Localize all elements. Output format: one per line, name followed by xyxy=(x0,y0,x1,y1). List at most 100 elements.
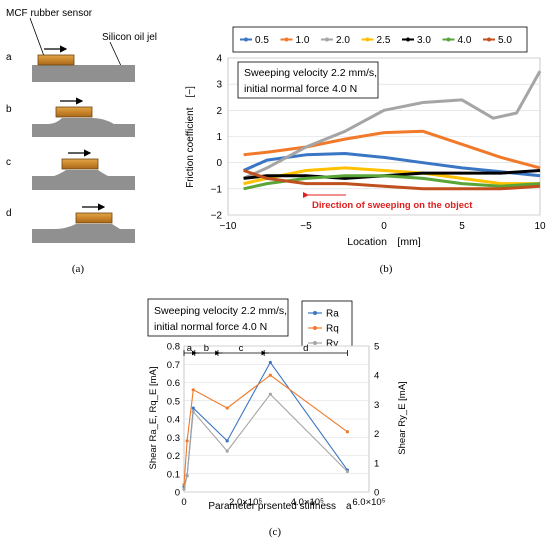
chart-b-ytick-label: 4 xyxy=(216,54,222,65)
chart-c-series-line xyxy=(183,374,348,485)
chart-c-data-point xyxy=(225,406,229,410)
chart-c-region-label: b xyxy=(204,343,209,354)
chart-b-legend-label: 2.5 xyxy=(377,35,391,46)
chart-b-legend-marker xyxy=(365,37,370,42)
chart-b-info-line2: initial normal force 4.0 N xyxy=(244,83,357,95)
chart-b-series-group xyxy=(242,70,542,191)
chart-b-xtick-label: −5 xyxy=(300,221,312,232)
chart-c-ylabel-left: Shear Ra_E, Rq_E [mA] xyxy=(148,367,159,470)
step-b-letter: b xyxy=(6,104,12,115)
step-c-object xyxy=(32,170,135,190)
chart-c-series-line xyxy=(183,393,348,490)
chart-c-ytick-right-label: 0 xyxy=(374,488,379,499)
chart-c-data-point xyxy=(225,439,229,443)
chart-c-data-point xyxy=(191,410,195,414)
chart-c-ylabel-right: Shear Ry_E [mA] xyxy=(397,381,408,454)
chart-c-ytick-left-label: 0.7 xyxy=(167,360,180,371)
chart-b-legend-marker xyxy=(487,37,491,42)
chart-b-xtick-label: 5 xyxy=(459,221,465,232)
step-a-sensor xyxy=(37,54,75,66)
chart-c-xlabel: Parameter prsented stiffness a xyxy=(208,501,352,512)
chart-c-gridlines xyxy=(184,345,369,493)
chart-c-xtick-label: 2.0×10⁵ xyxy=(229,497,262,508)
chart-b-xtick-label: −10 xyxy=(220,221,237,232)
chart-c-region-label: c xyxy=(239,343,244,354)
chart-b-ytick-label: 0 xyxy=(216,158,222,169)
chart-b-legend-label: 4.0 xyxy=(458,35,472,46)
chart-b-arrow-label: Direction of sweeping on the object xyxy=(312,200,473,211)
chart-c-info-box xyxy=(147,298,289,337)
chart-c-data-point xyxy=(268,360,272,365)
chart-b-series-line xyxy=(243,129,541,170)
chart-c-data-point xyxy=(185,474,189,478)
panel-a-schematic: MCF rubber sensor Silicon oil jel a b c … xyxy=(6,8,157,275)
chart-b-legend-label: 3.0 xyxy=(417,35,431,46)
caption-c: (c) xyxy=(269,526,282,538)
chart-c-data-point xyxy=(191,406,195,410)
chart-c-legend-marker xyxy=(313,311,317,315)
chart-c-data-point xyxy=(345,469,350,474)
chart-c-legend-marker xyxy=(313,326,317,330)
chart-c-data-point xyxy=(191,388,195,392)
chart-c-ytick-left-label: 0.4 xyxy=(167,415,180,426)
chart-c-info-line2: initial normal force 4.0 N xyxy=(154,321,267,333)
chart-b-ytick-label: 2 xyxy=(216,106,222,117)
chart-c-ytick-right-label: 4 xyxy=(374,371,379,382)
sensor-label: MCF rubber sensor xyxy=(6,8,93,19)
chart-c-ytick-left-label: 0.1 xyxy=(167,469,180,480)
chart-b-info-box xyxy=(237,61,379,99)
chart-b-legend-marker xyxy=(406,37,410,42)
chart-b-legend-label: 5.0 xyxy=(498,35,512,46)
chart-b-series-line xyxy=(243,174,541,191)
panel-c-chart: Sweeping velocity 2.2 mm/s, initial norm… xyxy=(147,298,408,538)
chart-c-legend-items: Ra Rq Ry xyxy=(308,309,339,350)
chart-b-xtick-label: 0 xyxy=(381,221,387,232)
chart-c-legend-label: Ry xyxy=(326,339,338,350)
chart-c-ytick-left-label: 0.6 xyxy=(167,378,180,389)
chart-b-ytick-label: 3 xyxy=(216,80,222,91)
sensor-label-leader xyxy=(29,17,45,57)
caption-a: (a) xyxy=(72,263,85,275)
object-label: Silicon oil jel xyxy=(102,32,157,43)
chart-c-xtick-label: 4.0×10⁵ xyxy=(291,497,324,508)
step-a-letter: a xyxy=(6,52,12,63)
chart-b-legend-marker xyxy=(244,37,248,42)
chart-b-legend-label: 2.0 xyxy=(336,35,350,46)
chart-b-ylabel: Friction coefficient [−] xyxy=(185,86,196,188)
step-a-object xyxy=(32,65,135,82)
chart-c-xtick-label: 6.0×10⁵ xyxy=(352,497,385,508)
step-d-object xyxy=(32,224,135,243)
chart-b-legend-items: 0.5 1.0 2.0 2.5 3.0 4.0 5.0 xyxy=(240,35,512,46)
chart-c-region-label: a xyxy=(187,343,193,354)
chart-c-legend-label: Rq xyxy=(326,324,339,335)
chart-c-data-point xyxy=(268,392,272,396)
chart-b-series-line xyxy=(242,70,542,180)
step-d-letter: d xyxy=(6,208,12,219)
step-c-sensor xyxy=(61,158,99,170)
object-label-leader xyxy=(109,41,123,69)
chart-c-ytick-right-label: 3 xyxy=(374,400,379,411)
chart-c-legend-marker xyxy=(313,341,317,345)
chart-c-data-point xyxy=(225,449,229,453)
chart-c-xtick-label: 0 xyxy=(181,497,186,508)
chart-c-region-label: d xyxy=(303,343,308,354)
chart-b-ytick-label: −1 xyxy=(211,184,223,195)
chart-c-tick-labels: 0 0.1 0.2 0.3 0.4 0.5 0.6 0.7 0.8 0 1 2 3 4 5 0 2.0×10⁵ 4… xyxy=(167,342,386,509)
step-b-object xyxy=(32,118,135,137)
chart-c-data-point xyxy=(182,487,186,491)
chart-c-data-point xyxy=(185,439,189,443)
chart-c-ytick-left-label: 0.2 xyxy=(167,451,180,462)
caption-b: (b) xyxy=(380,263,393,275)
chart-c-ytick-right-label: 5 xyxy=(374,342,379,353)
chart-b-legend-marker xyxy=(325,37,329,42)
chart-b-ytick-label: −2 xyxy=(211,211,223,222)
chart-c-ytick-left-label: 0.5 xyxy=(167,396,180,407)
chart-b-ytick-label: 1 xyxy=(216,132,222,143)
chart-c-ytick-left-label: 0.3 xyxy=(167,433,180,444)
chart-b-legend-label: 0.5 xyxy=(255,35,269,46)
chart-b-series-line xyxy=(242,152,541,178)
chart-c-legend xyxy=(301,300,353,354)
